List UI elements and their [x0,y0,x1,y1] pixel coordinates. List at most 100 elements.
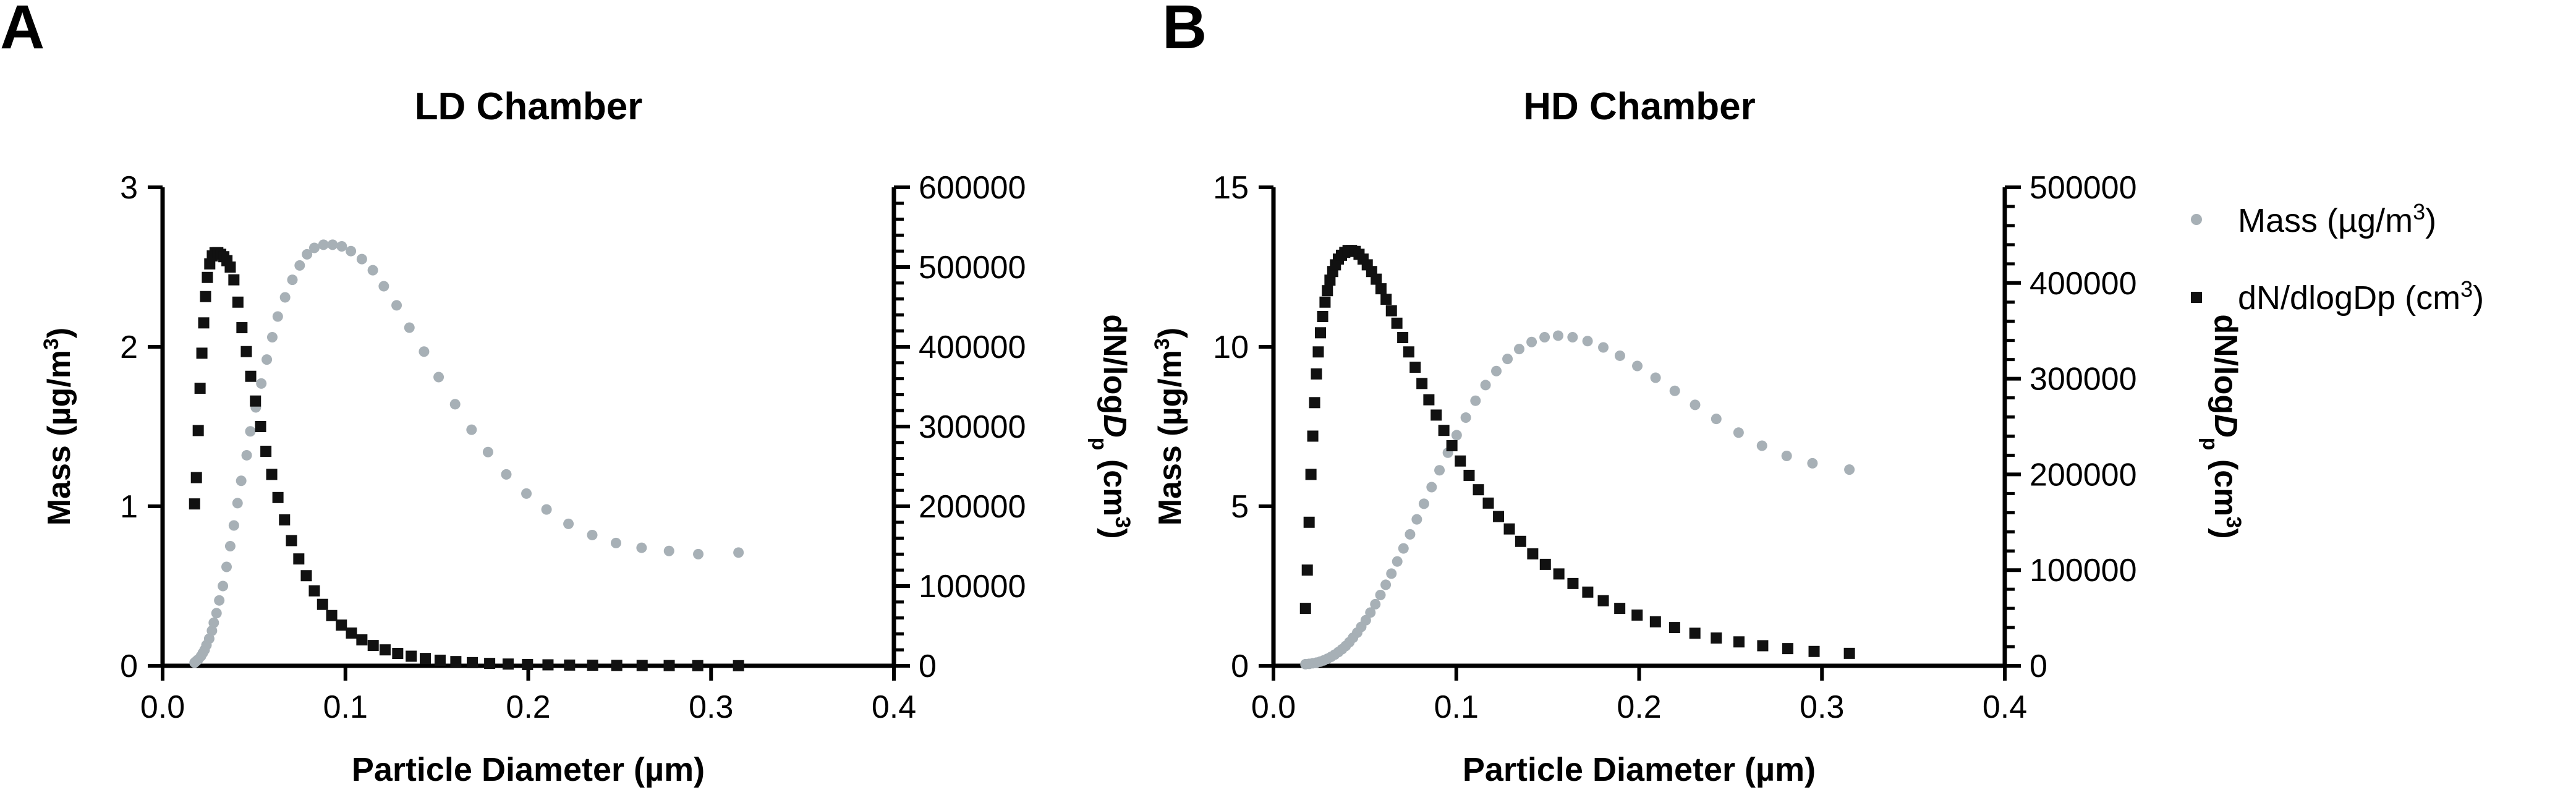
mass-point [1807,457,1818,469]
mass-point [346,245,357,257]
dn-point [467,657,478,668]
mass-point [1405,529,1416,540]
mass-point [1513,344,1524,355]
mass-point [1598,342,1609,353]
mass-point [211,608,222,619]
mass-point [1669,385,1680,396]
mass-point [266,332,278,343]
mass-point [1614,350,1625,361]
dn-point [245,370,257,382]
mass-point [1756,440,1767,451]
mass-point [1690,399,1701,410]
mass-point [693,548,704,559]
dn-point [1299,603,1311,614]
panel-b: B HD Chamber 0.0 0.1 0.2 0.3 0.4051015010000… [1150,0,2245,788]
mass-series-a [189,239,744,668]
dn-point [1757,640,1769,652]
dn-point [1446,440,1458,451]
dn-point [1324,274,1336,286]
mass-point [327,239,338,250]
mass-point [404,322,415,333]
mass-point [336,240,347,252]
panel-letter-a: A [0,0,45,62]
dn-point [564,659,576,671]
dn-point [1317,310,1328,322]
dn-point [198,317,210,329]
mass-point [466,424,477,435]
dn-point [1689,627,1701,639]
dn-point [1649,616,1661,627]
y-left-axis-label-b: Mass (µg/m3) [1150,328,1188,526]
dn-point [240,346,252,357]
y-right-tick-label-a: 500000 [919,250,1026,286]
dn-point [1312,346,1324,358]
mass-point [587,529,598,540]
dn-point [1307,430,1319,442]
x-axis-label-b: Particle Diameter (µm) [1463,751,1816,788]
y-left-tick-label-b: 10 [1213,329,1249,365]
dn-point [1319,296,1331,308]
mass-point [1480,380,1491,391]
mass-point [433,372,444,383]
dn-point [636,660,648,671]
mass-point [236,475,247,487]
mass-point [449,399,461,410]
dn-point [1301,564,1313,576]
mass-point [378,281,389,292]
panel-a: A LD Chamber 0.0 0.1 0.2 0.3 0.4012301000002… [0,0,1134,788]
mass-point [1650,372,1661,383]
dn-point [1380,294,1392,305]
mass-point [1411,514,1422,525]
mass-point [1386,568,1397,579]
dn-series-a [189,247,744,671]
y-left-tick-label-b: 5 [1231,489,1249,525]
mass-point [1844,464,1855,475]
mass-point [1365,607,1376,618]
dn-point [419,653,431,665]
dn-point [1527,548,1539,559]
mass-point [1781,450,1792,461]
dn-point [300,570,312,582]
x-tick-label-a: 0.1 [323,689,368,725]
mass-point [663,545,674,556]
dn-point [1614,603,1626,614]
dn-point [1668,622,1680,634]
mass-point [1567,332,1578,343]
dn-point [1843,647,1855,659]
y-right-axis-label-a: dN/logDp (cm3) [1087,314,1134,538]
dn-point [1409,362,1421,373]
mass-point [1418,498,1429,509]
dn-point [192,425,204,436]
dn-point [336,619,347,631]
dn-point [346,627,357,639]
dn-point [450,656,462,668]
dn-point [692,660,704,671]
mass-point [1711,414,1722,425]
y-right-tick-label-b: 400000 [2030,266,2137,302]
x-tick-label-a: 0.0 [140,689,185,725]
x-axis-label-a: Particle Diameter (µm) [352,751,705,788]
dn-point [1397,332,1409,344]
dn-point [1311,368,1322,380]
x-tick-label-b: 0.1 [1434,689,1479,725]
y-right-tick-label-a: 400000 [919,329,1026,365]
dn-point [587,660,598,671]
dn-point [266,469,278,480]
mass-point [356,253,367,265]
dn-point [1403,346,1414,358]
dn-point [1553,568,1565,580]
legend-mass-label: Mass (µg/m3) [2238,199,2436,240]
mass-point [256,378,267,389]
x-tick-label-b: 0.0 [1251,689,1296,725]
y-right-tick-label-a: 300000 [919,409,1026,445]
mass-point [214,595,225,606]
chart-title-b: HD Chamber [1523,85,1756,128]
y-left-tick-label-b: 15 [1213,170,1249,206]
mass-point [1552,330,1563,341]
mass-point [221,561,232,572]
dn-point [1309,397,1320,409]
dn-point [542,659,554,671]
y-right-tick-label-b: 100000 [2030,553,2137,589]
dn-point [1455,455,1466,467]
